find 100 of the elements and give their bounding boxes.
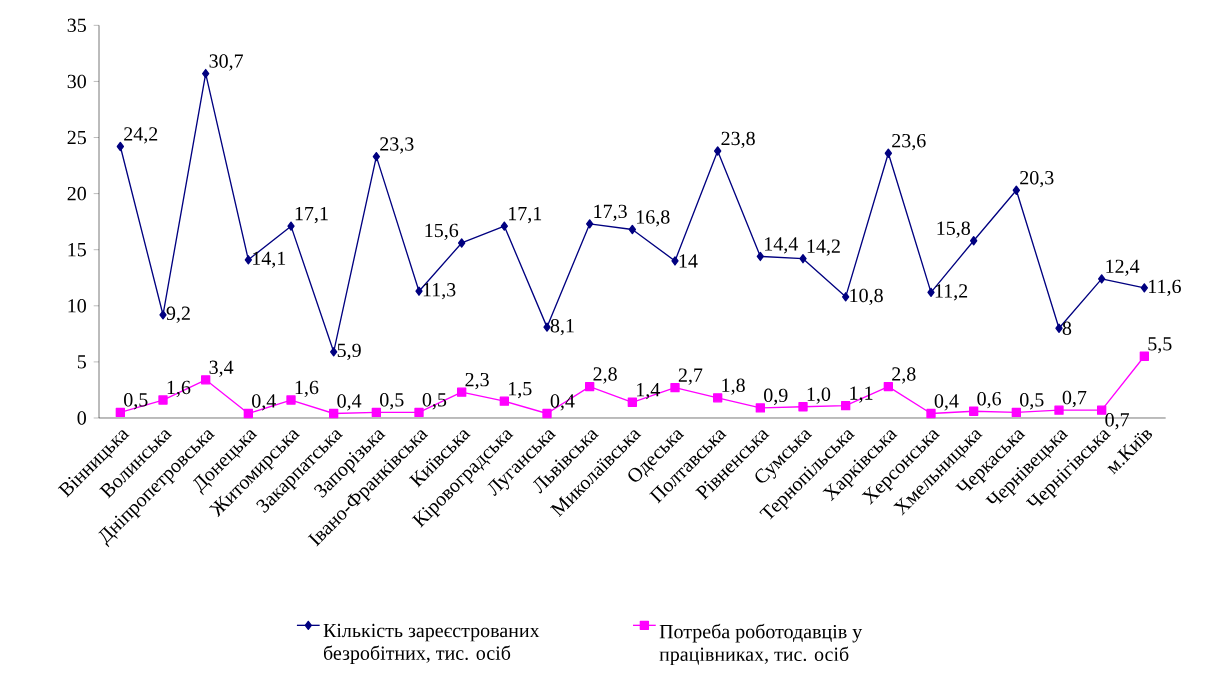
data-label: 23,8 [721,131,755,149]
data-label: 1,4 [637,383,660,400]
point [1011,407,1022,418]
point [1098,274,1106,284]
point [243,408,254,419]
data-label: 0,7 [1105,413,1130,430]
data-label: 3,4 [209,360,234,377]
data-label: 2,8 [892,367,916,384]
data-label: 1,8 [722,378,745,395]
legend-label: Кількість зареєстрованих безробітних, тис. осіб [323,623,540,665]
data-label: 14,4 [765,237,798,254]
data-label: 15,8 [937,221,970,238]
point [500,221,509,231]
data-label: 0,5 [422,393,447,410]
point [671,256,679,266]
y-tick-label: 5 [77,355,86,369]
data-label: 12,4 [1106,259,1140,276]
data-label: 17,3 [594,204,627,221]
data-label: 1,6 [295,380,319,398]
point [287,221,295,231]
point [415,286,423,296]
data-label: 0,5 [124,393,148,410]
data-label: 8,1 [550,318,574,336]
data-label: 0,4 [934,394,959,411]
data-label: 24,2 [124,127,158,144]
data-label: 15,6 [425,223,459,241]
data-label: 14,2 [807,239,840,256]
point [798,402,808,412]
legend-label: Потреба роботодавців у працівниках, тис. осіб [659,623,863,666]
data-label: 11,6 [1149,279,1181,297]
data-label: 0,5 [380,393,404,410]
data-label: 1,0 [807,387,831,404]
point [714,146,722,156]
data-label: 11,2 [935,284,968,301]
data-label: 0,5 [1020,393,1044,410]
point [884,148,893,158]
point [414,407,424,418]
data-label: 2,7 [678,368,703,385]
point [586,219,594,229]
point [713,393,723,403]
data-label: 0,6 [977,391,1002,409]
point [115,407,126,418]
y-tick-label: 15 [68,243,86,257]
y-tick-label: 30 [67,74,86,89]
data-label: 11,3 [423,283,456,300]
data-label: 23,6 [892,133,926,151]
y-tick-label: 0 [77,411,86,425]
point [841,400,851,411]
point [286,395,296,405]
point [585,381,595,392]
point [970,236,978,246]
point [158,395,168,405]
point [628,224,637,235]
data-label: 0,4 [337,394,362,411]
point [755,403,766,413]
point [329,408,339,419]
point [458,238,466,248]
point [799,254,807,264]
y-tick-label: 25 [67,130,86,145]
point [116,141,125,152]
y-tick-label: 10 [68,299,86,313]
data-label: 30,7 [209,54,244,71]
point [627,397,638,407]
data-label: 20,3 [1020,170,1054,188]
data-label: 14 [679,254,698,268]
point [542,408,552,419]
point [1097,405,1107,415]
data-label: 10,8 [850,288,883,306]
data-label: 9,2 [166,306,190,323]
data-label: 8 [1062,321,1072,335]
data-label: 23,3 [380,137,414,154]
data-label: 14,1 [253,251,286,268]
point [969,406,979,416]
data-label: 1,5 [509,381,532,399]
data-label: 16,8 [637,210,670,227]
point [670,383,680,393]
data-label: 0,7 [1062,390,1087,408]
point [927,287,935,298]
point [371,407,382,418]
point [201,375,211,385]
point [756,251,765,262]
data-label: 1,1 [850,386,873,403]
point [457,387,467,397]
data-label: 2,8 [593,367,617,384]
point [244,255,253,265]
data-label: 5,9 [337,343,361,360]
data-label: 5,5 [1148,337,1172,354]
data-label: 0,4 [252,394,276,411]
y-tick-label: 35 [67,18,86,33]
point [842,292,850,302]
point [883,381,894,392]
data-label: 17,1 [509,206,542,224]
data-label: 17,1 [295,206,328,224]
point [1054,405,1064,415]
data-label: 2,3 [465,372,489,390]
point [499,396,510,406]
data-label: 0,9 [764,388,788,405]
point [202,68,210,79]
point [1140,283,1149,293]
point [926,408,936,419]
